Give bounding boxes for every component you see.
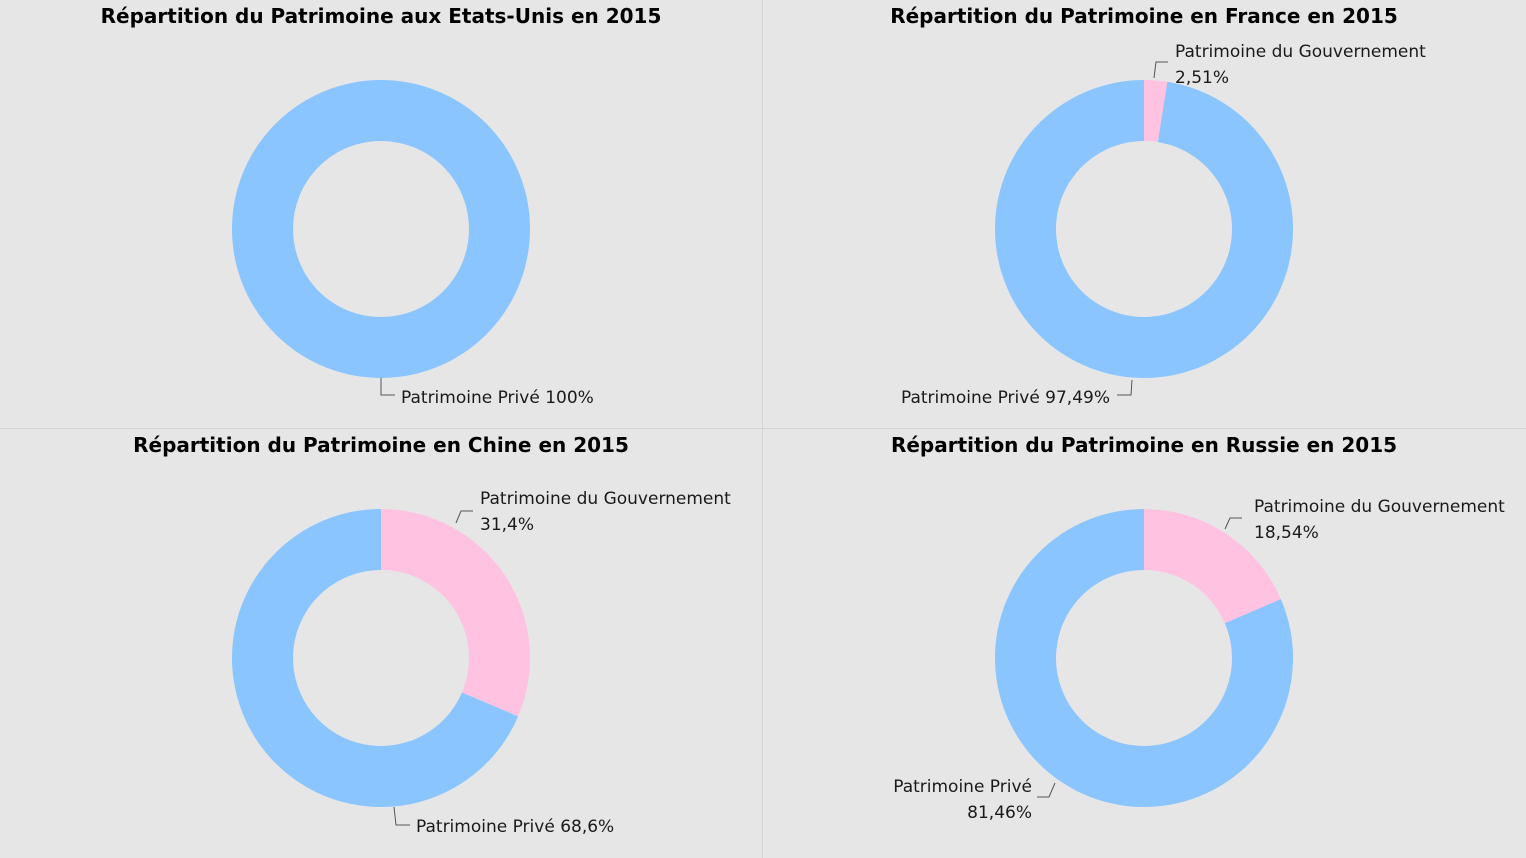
- slice-patrimoine-prive: [231, 509, 519, 807]
- leader-line-patrimoine-prive: [1037, 782, 1056, 798]
- chart-panel-france: Répartition du Patrimoine en France en 2…: [763, 0, 1525, 428]
- data-label-patrimoine-du-gouvernement: Patrimoine du Gouvernement: [1175, 42, 1426, 62]
- slice-patrimoine-prive: [995, 509, 1293, 807]
- data-label-patrimoine-prive: Patrimoine Privé 100%: [401, 388, 594, 408]
- leader-line-patrimoine-prive: [393, 806, 410, 826]
- leader-line-patrimoine-du-gouvernement: [455, 510, 473, 524]
- donut-chart-chine: Patrimoine du Gouvernement 31,4% Patrimoin…: [231, 489, 731, 837]
- chart-title-france: Répartition du Patrimoine en France en 2…: [890, 4, 1398, 28]
- chart-title-russie: Répartition du Patrimoine en Russie en 2…: [890, 433, 1398, 457]
- slice-patrimoine-prive: [232, 80, 530, 378]
- data-label-patrimoine-du-gouvernement: 18,54%: [1254, 523, 1319, 543]
- donut-chart-usa: Patrimoine Privé 100%: [232, 80, 594, 408]
- data-label-patrimoine-du-gouvernement: Patrimoine du Gouvernement: [480, 489, 731, 509]
- data-label-patrimoine-prive: Patrimoine Privé 68,6%: [416, 817, 614, 837]
- data-label-patrimoine-du-gouvernement: 2,51%: [1175, 68, 1229, 88]
- slice-patrimoine-du-gouvernement: [1144, 80, 1168, 143]
- leader-line-patrimoine-du-gouvernement: [1224, 517, 1242, 530]
- leader-line-patrimoine-prive: [380, 378, 395, 396]
- data-label-patrimoine-prive: Patrimoine Privé 97,49%: [901, 388, 1110, 408]
- chart-title-usa: Répartition du Patrimoine aux Etats-Unis…: [100, 4, 662, 28]
- data-label-patrimoine-prive: Patrimoine Privé: [893, 777, 1032, 797]
- leader-line-patrimoine-prive: [1117, 379, 1133, 396]
- leader-line-patrimoine-du-gouvernement: [1153, 61, 1168, 79]
- chart-panel-chine: Répartition du Patrimoine en Chine en 20…: [0, 429, 762, 857]
- slice-patrimoine-prive: [995, 80, 1293, 378]
- vertical-divider: [762, 0, 763, 858]
- data-label-patrimoine-du-gouvernement: 31,4%: [480, 515, 534, 535]
- slice-patrimoine-du-gouvernement: [381, 509, 530, 717]
- slice-patrimoine-du-gouvernement: [1144, 509, 1281, 624]
- horizontal-divider: [0, 428, 1526, 429]
- data-label-patrimoine-du-gouvernement: Patrimoine du Gouvernement: [1254, 497, 1505, 517]
- chart-title-chine: Répartition du Patrimoine en Chine en 20…: [133, 433, 629, 457]
- chart-panel-russie: Répartition du Patrimoine en Russie en 2…: [763, 429, 1525, 857]
- chart-panel-usa: Répartition du Patrimoine aux Etats-Unis…: [0, 0, 762, 428]
- donut-chart-russie: Patrimoine du Gouvernement 18,54% Patrimoi…: [893, 497, 1505, 823]
- data-label-patrimoine-prive: 81,46%: [967, 803, 1032, 823]
- donut-chart-france: Patrimoine du Gouvernement 2,51% Patrimoin…: [901, 42, 1426, 408]
